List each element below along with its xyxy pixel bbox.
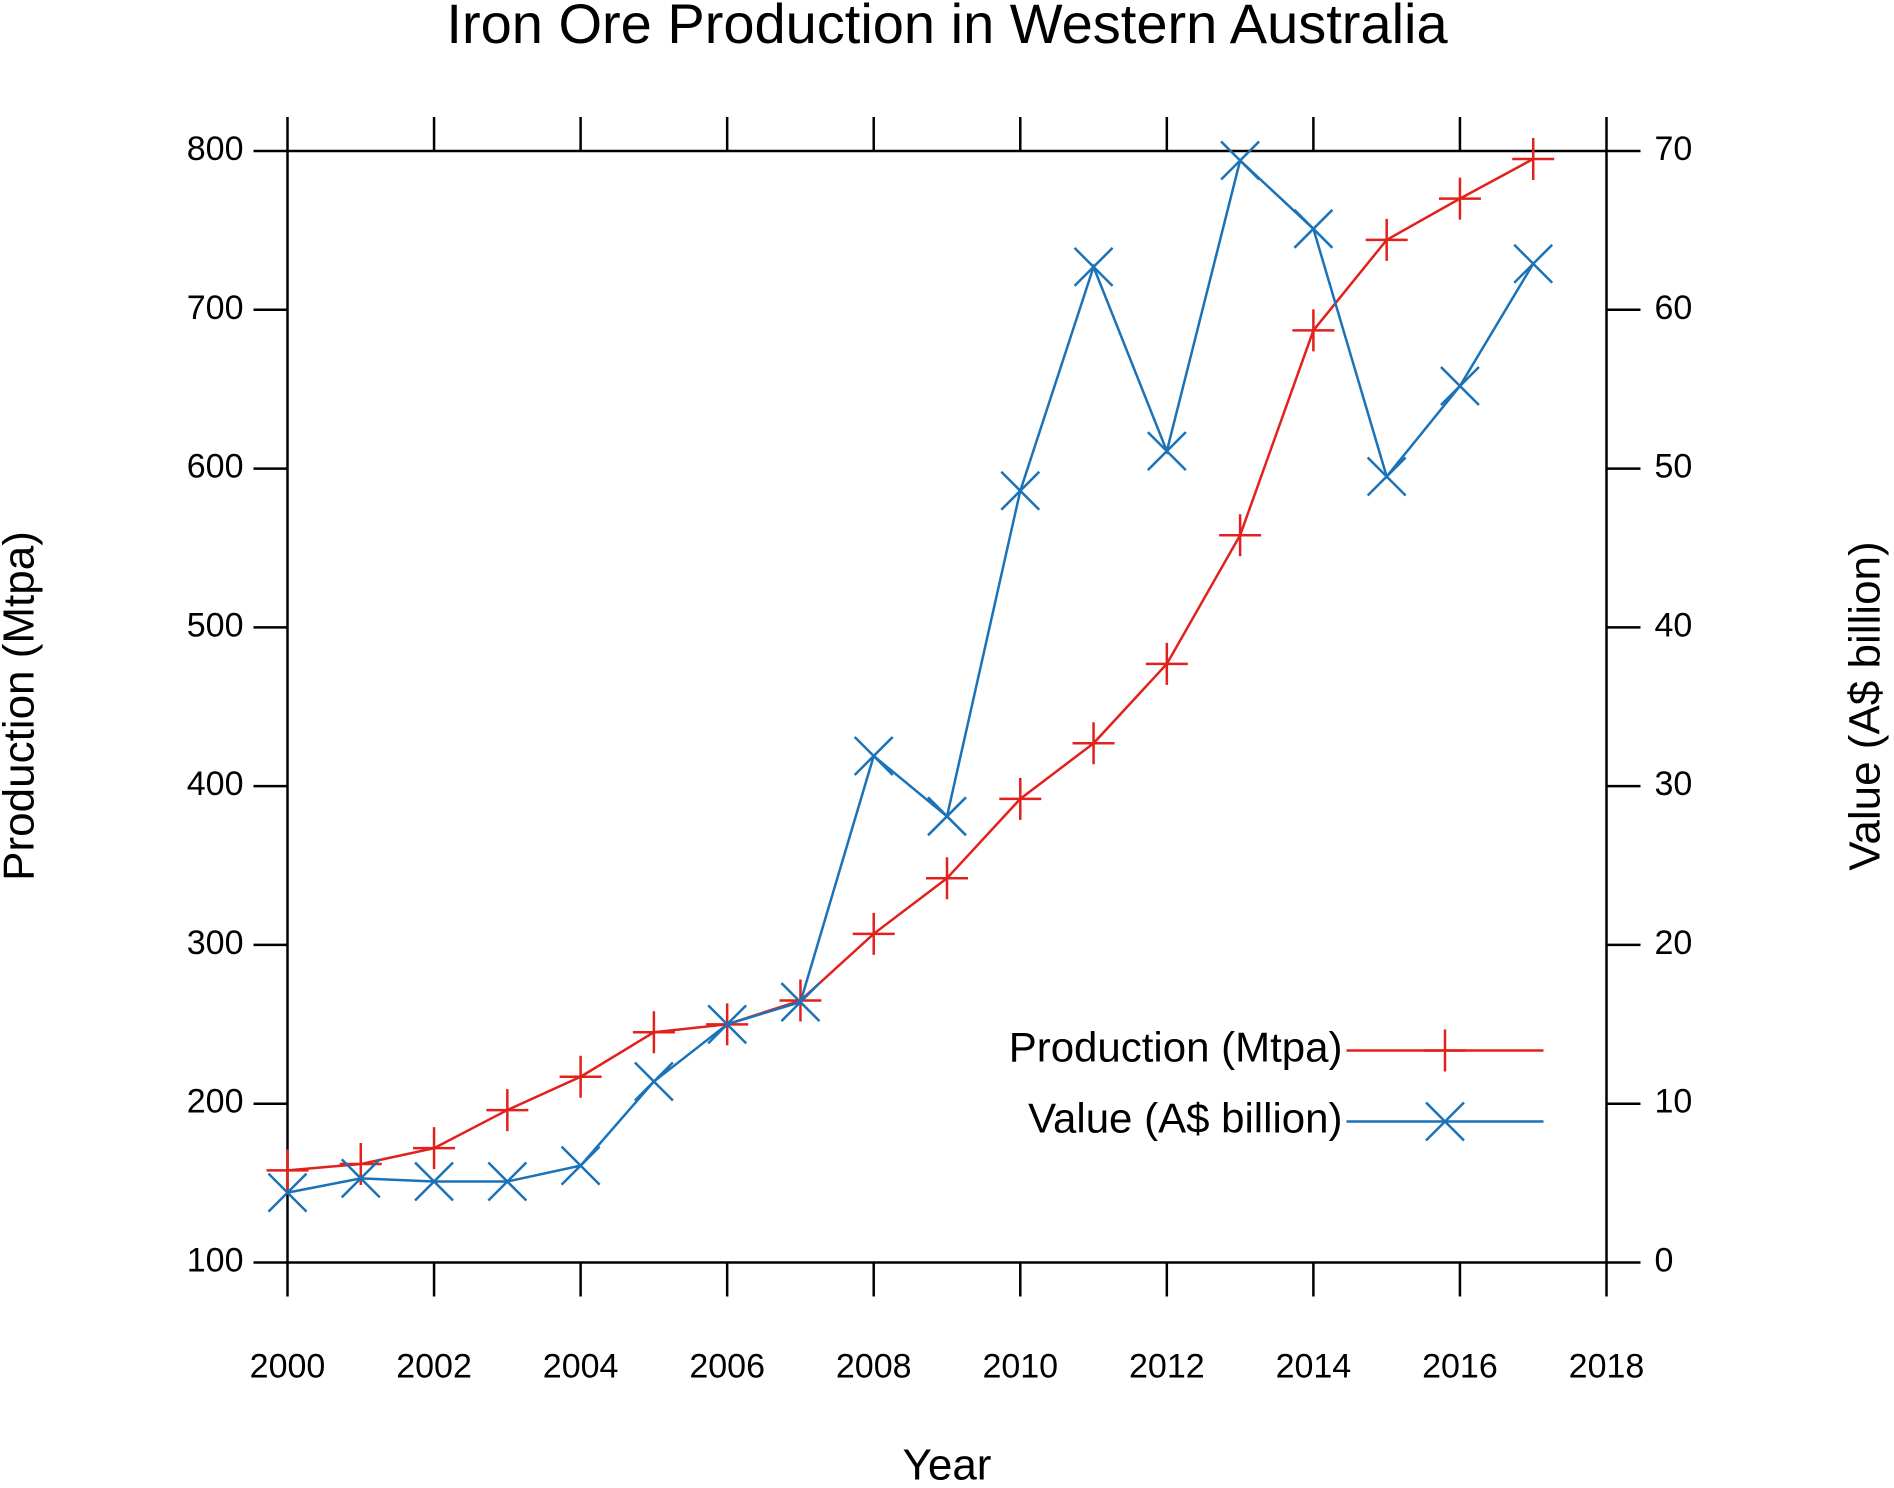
x-tick-label: 2006 — [689, 1347, 765, 1385]
marker — [1512, 137, 1555, 180]
marker — [1292, 309, 1335, 352]
y2-tick-label: 60 — [1655, 289, 1693, 327]
marker — [267, 1172, 308, 1213]
marker — [1219, 514, 1262, 557]
y-tick-label: 200 — [187, 1083, 244, 1121]
marker — [780, 982, 821, 1022]
marker — [340, 1158, 381, 1199]
marker — [632, 1011, 675, 1054]
y2-tick-label: 40 — [1655, 606, 1693, 644]
y-tick-label: 300 — [187, 924, 244, 962]
y2-tick-label: 10 — [1655, 1083, 1693, 1121]
legend-label: Production (Mtpa) — [1009, 1024, 1343, 1071]
marker — [487, 1161, 528, 1202]
x-tick-label: 2016 — [1422, 1347, 1498, 1385]
marker — [999, 777, 1042, 820]
marker — [1366, 456, 1407, 497]
y-tick-label: 800 — [187, 130, 244, 168]
marker — [1293, 208, 1334, 249]
marker — [926, 857, 968, 900]
marker — [414, 1161, 454, 1202]
x-tick-label: 2018 — [1569, 1347, 1645, 1385]
marker — [1000, 470, 1041, 511]
y2-axis-title: Value (A$ billion) — [1841, 541, 1890, 870]
y-tick-label: 500 — [187, 606, 244, 644]
marker — [1146, 431, 1187, 471]
marker — [1145, 642, 1188, 685]
marker — [486, 1089, 529, 1132]
marker — [1440, 366, 1480, 406]
marker — [634, 1061, 674, 1102]
y2-tick-label: 20 — [1655, 924, 1693, 962]
marker — [413, 1127, 456, 1170]
legend-marker — [1424, 1029, 1466, 1072]
x-axis-title: Year — [903, 1441, 992, 1488]
x-tick-label: 2012 — [1129, 1347, 1205, 1385]
y-axis-title: Production (Mtpa) — [0, 531, 44, 881]
y-tick-label: 100 — [187, 1241, 244, 1279]
x-tick-label: 2000 — [250, 1347, 326, 1385]
marker — [927, 796, 967, 837]
y-tick-label: 700 — [187, 289, 244, 327]
x-tick-label: 2002 — [396, 1347, 472, 1385]
y-tick-label: 600 — [187, 448, 244, 486]
y2-tick-label: 30 — [1655, 765, 1693, 803]
series-line — [287, 157, 1534, 1172]
legend-marker — [1425, 1101, 1465, 1142]
marker — [852, 912, 895, 955]
marker — [266, 1149, 309, 1192]
marker — [853, 736, 894, 776]
marker — [1513, 243, 1554, 284]
marker — [1220, 140, 1260, 181]
marker — [559, 1055, 602, 1098]
legend-label: Value (A$ billion) — [1028, 1095, 1342, 1142]
y-tick-label: 400 — [187, 765, 244, 803]
y2-tick-label: 70 — [1655, 130, 1693, 168]
marker — [1073, 247, 1114, 287]
marker — [707, 1004, 748, 1045]
marker — [1438, 177, 1481, 220]
marker — [1072, 722, 1115, 765]
marker — [1365, 218, 1408, 261]
x-tick-label: 2008 — [836, 1347, 912, 1385]
series-line — [287, 158, 1535, 1194]
x-tick-label: 2014 — [1276, 1347, 1352, 1385]
y2-tick-label: 0 — [1655, 1241, 1674, 1279]
y2-tick-label: 50 — [1655, 448, 1693, 486]
x-tick-label: 2010 — [982, 1347, 1058, 1385]
chart-title: Iron Ore Production in Western Australia — [446, 0, 1448, 55]
x-tick-label: 2004 — [543, 1347, 619, 1385]
plot-frame — [286, 149, 1608, 1264]
marker — [560, 1145, 601, 1186]
